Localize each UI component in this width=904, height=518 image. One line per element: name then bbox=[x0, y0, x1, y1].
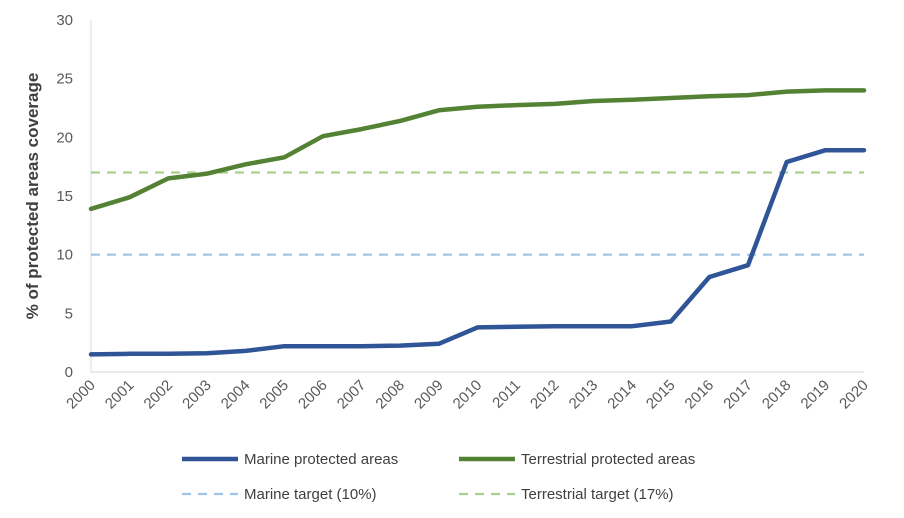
x-tick-label: 2000 bbox=[63, 377, 99, 413]
legend-item: Marine protected areas bbox=[182, 451, 398, 468]
legend-item: Marine target (10%) bbox=[182, 486, 377, 503]
y-tick-label: 0 bbox=[65, 364, 73, 381]
x-tick-label: 2007 bbox=[334, 377, 370, 413]
x-tick-label: 2015 bbox=[643, 377, 679, 413]
y-tick-label: 10 bbox=[56, 247, 73, 264]
x-tick-label: 2010 bbox=[450, 377, 486, 413]
legend-item: Terrestrial protected areas bbox=[459, 451, 695, 468]
y-tick-label: 15 bbox=[56, 188, 73, 205]
y-tick-label: 25 bbox=[56, 71, 73, 88]
y-tick-label: 20 bbox=[56, 129, 73, 146]
x-tick-label: 2002 bbox=[141, 377, 177, 413]
x-tick-label: 2014 bbox=[604, 377, 640, 413]
y-axis-title: % of protected areas coverage bbox=[23, 73, 42, 320]
y-axis-label: % of protected areas coverage bbox=[23, 73, 42, 320]
x-tick-label: 2012 bbox=[527, 377, 563, 413]
x-tick-label: 2009 bbox=[411, 377, 447, 413]
x-tick-label: 2018 bbox=[759, 377, 795, 413]
legend-label: Terrestrial protected areas bbox=[521, 451, 695, 468]
y-tick-labels: 0 5 10 15 20 25 30 bbox=[56, 12, 73, 381]
legend: Marine protected areas Terrestrial protec… bbox=[182, 451, 695, 503]
legend-label: Marine protected areas bbox=[244, 451, 398, 468]
series-lines bbox=[88, 88, 867, 357]
x-tick-label: 2005 bbox=[256, 377, 292, 413]
legend-item: Terrestrial target (17%) bbox=[459, 486, 674, 503]
legend-label: Marine target (10%) bbox=[244, 486, 377, 503]
x-tick-label: 2001 bbox=[102, 377, 138, 413]
x-tick-label: 2004 bbox=[218, 377, 254, 413]
series-line bbox=[88, 147, 867, 357]
y-tick-label: 30 bbox=[56, 12, 73, 29]
x-tick-labels: 2000 2001 2002 2003 2004 2005 2006 2007 2008 2009… bbox=[63, 377, 872, 413]
y-tick-label: 5 bbox=[65, 305, 73, 322]
x-tick-label: 2013 bbox=[566, 377, 602, 413]
legend-label: Terrestrial target (17%) bbox=[521, 486, 674, 503]
x-tick-label: 2006 bbox=[295, 377, 331, 413]
x-tick-label: 2019 bbox=[798, 377, 834, 413]
x-tick-label: 2011 bbox=[489, 377, 524, 412]
x-tick-label: 2016 bbox=[682, 377, 718, 413]
x-tick-label: 2020 bbox=[836, 377, 872, 413]
x-tick-label: 2003 bbox=[179, 377, 215, 413]
x-tick-label: 2008 bbox=[372, 377, 408, 413]
series-line bbox=[88, 88, 867, 212]
x-tick-label: 2017 bbox=[720, 377, 756, 413]
